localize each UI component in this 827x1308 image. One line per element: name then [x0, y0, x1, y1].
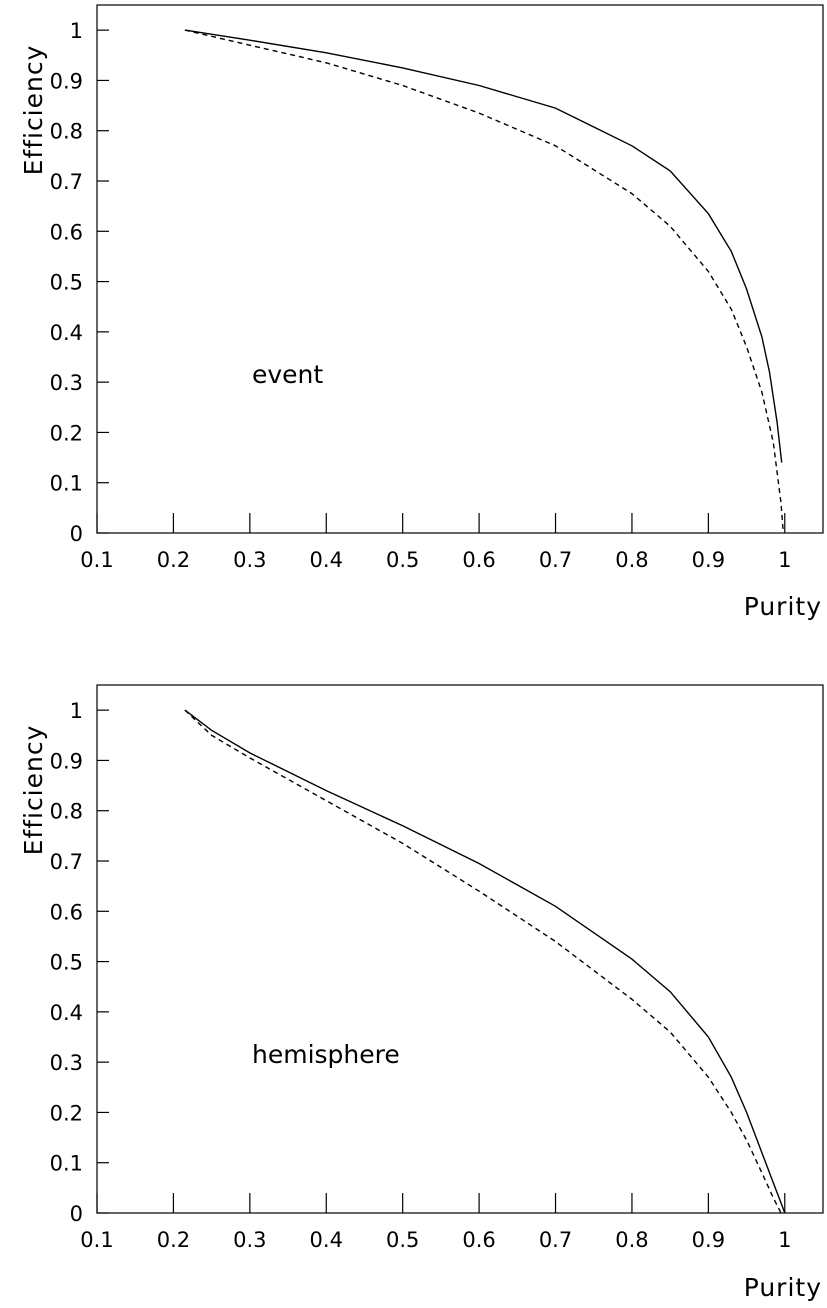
x-tick-label: 0.8: [615, 1228, 648, 1252]
x-tick-label: 0.5: [386, 1228, 419, 1252]
panel-hemisphere: 00.10.20.30.40.50.60.70.80.91 0.1 0.2 0.3 0…: [19, 684, 824, 1302]
y-ticks: 0 0.1 0.2 0.3 0.4 0.5 0.6 0.7 0.8 0.9 1: [50, 699, 109, 1226]
y-tick-label: 0.4: [50, 321, 83, 345]
x-tick-label: 0.7: [539, 1228, 572, 1252]
x-tick-label: 0.5: [386, 548, 419, 572]
y-tick-label: 0.6: [50, 900, 83, 924]
x-tick-label: 0.7: [539, 548, 572, 572]
y-tick-label: 0.7: [50, 850, 83, 874]
plot-frame: [96, 4, 824, 534]
x-tick-label: 1: [778, 1228, 791, 1252]
series-line-dashed: [184, 29, 784, 534]
x-tick-label: 0.4: [310, 1228, 343, 1252]
x-tick-label: 0.3: [233, 1228, 266, 1252]
x-ticks: 0.1 0.2 0.3 0.4 0.5 0.6 0.7 0.8 0.9 1: [80, 1193, 791, 1252]
x-tick-label: 0.9: [692, 1228, 725, 1252]
series-line-dashed: [184, 709, 782, 1214]
y-tick-label: 0.9: [50, 749, 83, 773]
curves: [184, 709, 786, 1214]
y-tick-label: 0: [70, 1202, 83, 1226]
y-tick-label: 0.6: [50, 220, 83, 244]
x-tick-label: 0.9: [692, 548, 725, 572]
y-tick-label: 0.4: [50, 1001, 83, 1025]
x-axis-title: Purity: [744, 1273, 822, 1302]
x-tick-label: 0.6: [462, 1228, 495, 1252]
y-tick-label: 0.1: [50, 472, 83, 496]
y-tick-label: 0: [70, 522, 83, 546]
panel-event: 00.10.20.30.40.50.60.70.80.91 0.1 0.2 0.3 0…: [19, 4, 824, 621]
y-ticks: 0 0.1 0.2 0.3 0.4 0.5 0.6 0.7 0.8 0.9 1: [50, 19, 109, 546]
x-axis-title: Purity: [744, 592, 822, 621]
y-tick-label: 1: [70, 19, 83, 43]
x-tick-label: 0.4: [310, 548, 343, 572]
y-axis-title: Efficiency: [19, 45, 48, 176]
curves: [184, 29, 784, 534]
annotation-event: event: [252, 360, 323, 389]
x-tick-label: 0.2: [157, 1228, 190, 1252]
x-tick-label: 0.8: [615, 548, 648, 572]
x-tick-label: 0.2: [157, 548, 190, 572]
y-tick-label: 0.5: [50, 271, 83, 295]
y-tick-label: 0.3: [50, 1051, 83, 1075]
y-tick-label: 0.2: [50, 1101, 83, 1125]
x-tick-label: 1: [778, 548, 791, 572]
x-tick-label: 0.1: [80, 1228, 113, 1252]
series-line-solid: [184, 29, 783, 463]
x-tick-label: 0.3: [233, 548, 266, 572]
x-tick-label: 0.1: [80, 548, 113, 572]
x-ticks: 0.1 0.2 0.3 0.4 0.5 0.6 0.7 0.8 0.9 1: [80, 513, 791, 572]
y-tick-label: 0.7: [50, 170, 83, 194]
annotation-hemisphere: hemisphere: [252, 1040, 400, 1069]
y-tick-label: 0.9: [50, 69, 83, 93]
y-tick-label: 0.8: [50, 800, 83, 824]
y-axis-title: Efficiency: [19, 725, 48, 856]
series-line-solid: [184, 709, 786, 1214]
y-tick-label: 1: [70, 699, 83, 723]
y-tick-label: 0.2: [50, 421, 83, 445]
y-tick-label: 0.8: [50, 120, 83, 144]
plot-frame: [96, 684, 824, 1214]
x-tick-label: 0.6: [462, 548, 495, 572]
y-tick-label: 0.3: [50, 371, 83, 395]
y-tick-label: 0.1: [50, 1152, 83, 1176]
y-tick-label: 0.5: [50, 951, 83, 975]
